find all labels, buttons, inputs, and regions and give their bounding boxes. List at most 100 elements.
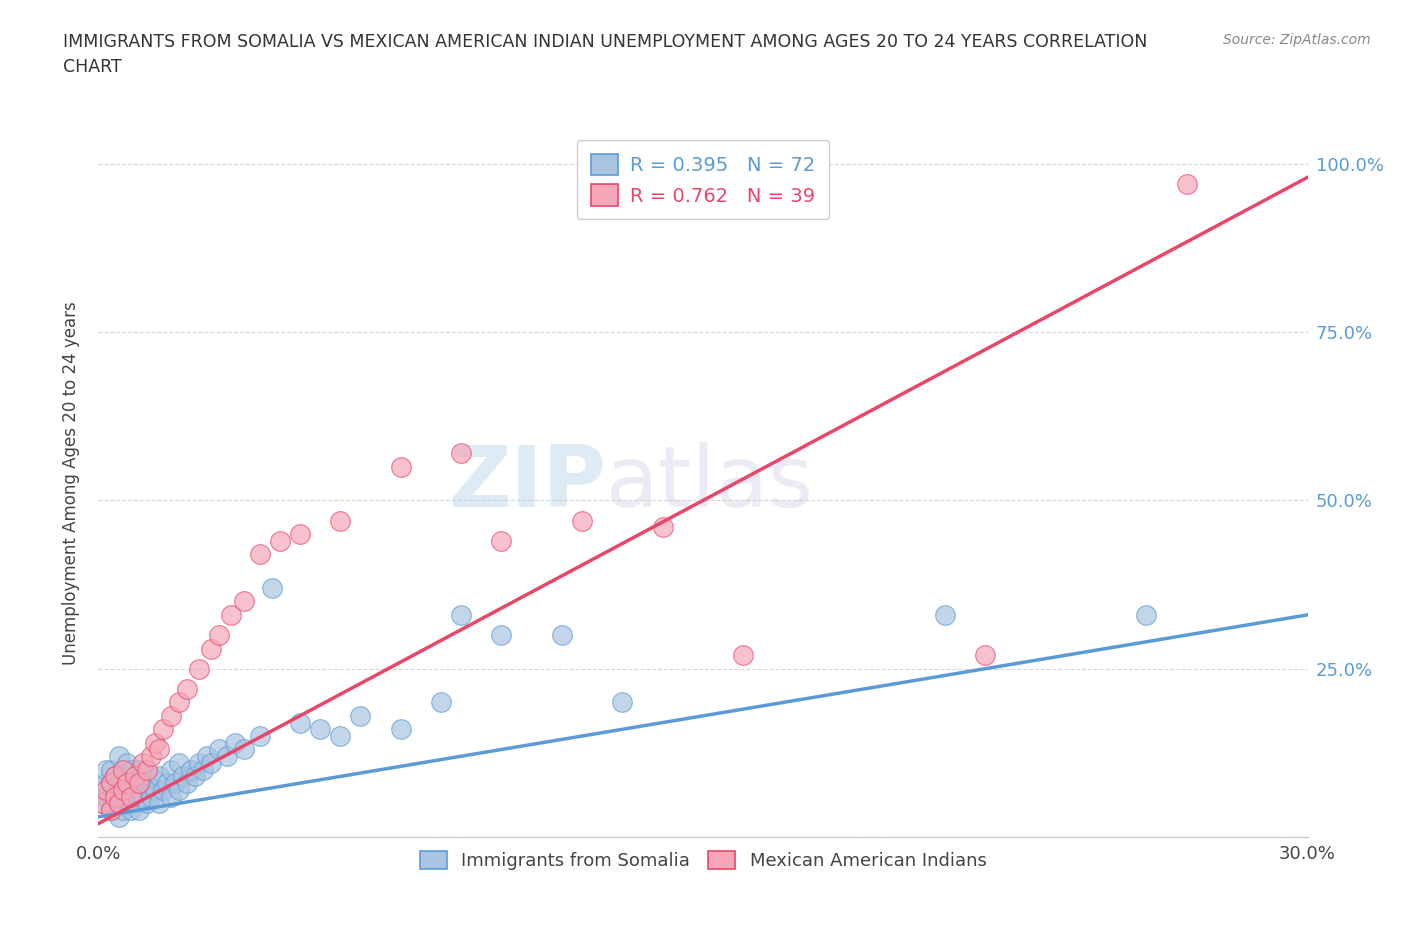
Point [91,796,114,811]
Point [200,755,222,770]
Point [103,769,125,784]
Point [107,782,129,797]
Point [91,782,114,797]
Point [143,782,166,797]
Text: IMMIGRANTS FROM SOMALIA VS MEXICAN AMERICAN INDIAN UNEMPLOYMENT AMONG AGES 20 TO: IMMIGRANTS FROM SOMALIA VS MEXICAN AMERI… [63,33,1147,75]
Point [100,763,122,777]
Point [160,763,183,777]
Point [195,749,218,764]
Point [132,769,155,784]
Point [128,782,150,797]
Point [269,534,291,549]
Point [148,769,170,784]
Point [389,459,412,474]
Point [612,695,634,710]
Point [249,728,271,743]
Point [103,796,125,811]
Point [430,695,453,710]
Point [148,742,170,757]
Point [551,628,574,643]
Point [115,755,138,770]
Point [349,709,371,724]
Point [934,607,956,622]
Point [107,809,129,824]
Point [135,776,157,790]
Point [167,755,190,770]
Point [152,722,174,737]
Point [111,769,134,784]
Point [124,796,146,811]
Point [221,607,243,622]
Point [128,763,150,777]
Point [135,796,157,811]
Point [232,742,254,757]
Point [91,796,114,811]
Point [249,547,271,562]
Point [124,776,146,790]
Point [167,782,190,797]
Point [100,776,122,790]
Point [571,513,593,528]
Point [491,534,513,549]
Point [132,755,155,770]
Point [172,769,194,784]
Point [103,790,125,804]
Point [115,776,138,790]
Point [232,594,254,609]
Point [100,776,122,790]
Point [184,769,207,784]
Point [107,796,129,811]
Point [176,776,198,790]
Point [208,628,231,643]
Point [156,776,179,790]
Point [96,782,118,797]
Point [100,803,122,817]
Point [120,803,142,817]
Point [96,763,118,777]
Point [128,803,150,817]
Point [180,763,202,777]
Point [135,763,157,777]
Point [120,763,142,777]
Point [1175,177,1198,192]
Point [148,796,170,811]
Point [329,513,352,528]
Point [139,790,162,804]
Point [450,607,472,622]
Point [288,526,311,541]
Point [260,580,283,595]
Point [143,736,166,751]
Point [124,769,146,784]
Point [208,742,231,757]
Point [115,776,138,790]
Point [651,520,673,535]
Point [491,628,513,643]
Point [309,722,332,737]
Point [217,749,239,764]
Point [167,695,190,710]
Point [288,715,311,730]
Point [120,790,142,804]
Point [193,763,215,777]
Point [115,796,138,811]
Point [111,803,134,817]
Point [103,782,125,797]
Point [111,763,134,777]
Point [160,790,183,804]
Point [329,728,352,743]
Point [160,709,183,724]
Point [1135,607,1157,622]
Point [224,736,246,751]
Y-axis label: Unemployment Among Ages 20 to 24 years: Unemployment Among Ages 20 to 24 years [62,301,80,666]
Point [733,648,755,663]
Legend: Immigrants from Somalia, Mexican American Indians: Immigrants from Somalia, Mexican America… [412,844,994,877]
Point [139,749,162,764]
Point [450,445,472,460]
Point [96,790,118,804]
Point [107,796,129,811]
Point [152,782,174,797]
Text: atlas: atlas [606,442,814,525]
Point [200,641,222,656]
Text: Source: ZipAtlas.com: Source: ZipAtlas.com [1223,33,1371,46]
Point [96,776,118,790]
